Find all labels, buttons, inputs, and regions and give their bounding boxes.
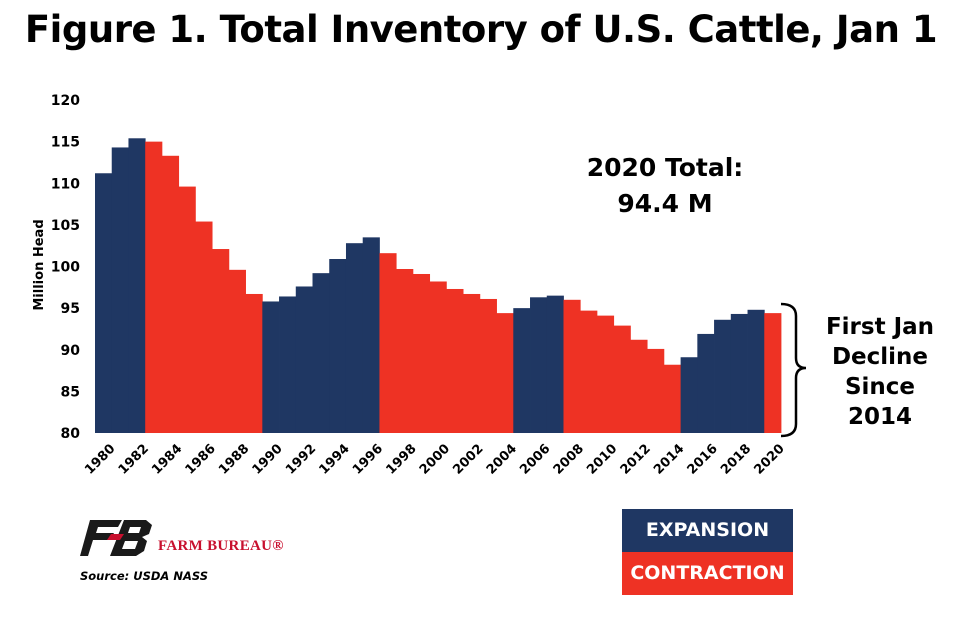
y-tick-label: 80	[61, 426, 81, 442]
x-axis-ticks: 1980198219841986198819901992199419961998…	[82, 441, 787, 477]
source-note: Source: USDA NASS	[80, 569, 209, 583]
y-axis-ticks: 80 85 90 95 100 105 110 115 120	[51, 93, 80, 442]
bar-2011	[613, 325, 631, 433]
decline-annotation-line2: Decline	[831, 344, 929, 370]
bar-1982	[128, 138, 146, 434]
x-tick-label: 1984	[149, 441, 185, 477]
brand-name: FARM BUREAU®	[158, 538, 284, 554]
x-tick-label: 2012	[618, 441, 654, 477]
bar-1999	[412, 273, 431, 433]
x-tick-label: 1980	[82, 441, 118, 477]
x-tick-label: 2020	[752, 441, 788, 477]
bar-1990	[262, 301, 280, 433]
bars	[95, 138, 782, 434]
x-tick-label: 2016	[685, 441, 721, 477]
y-tick-label: 115	[51, 135, 80, 151]
bar-1997	[379, 253, 397, 433]
chart-title: Figure 1. Total Inventory of U.S. Cattle…	[24, 8, 938, 51]
y-tick-label: 120	[51, 93, 80, 109]
x-tick-label: 2000	[417, 441, 453, 477]
bar-1996	[362, 237, 380, 433]
total-annotation: 2020 Total: 94.4 M	[560, 150, 770, 222]
x-tick-label: 1996	[350, 441, 386, 477]
bar-2019	[747, 309, 765, 433]
x-tick-label: 1994	[317, 441, 353, 477]
x-tick-label: 1990	[250, 441, 286, 477]
bar-1981	[111, 147, 129, 433]
bar-1983	[145, 141, 163, 434]
x-tick-label: 2002	[450, 441, 486, 477]
bar-1991	[279, 296, 297, 433]
farm-bureau-logo-icon	[80, 520, 152, 556]
bar-2018	[730, 313, 748, 433]
bar-2017	[714, 319, 732, 433]
x-tick-label: 2010	[584, 441, 620, 477]
x-tick-label: 1992	[283, 441, 319, 477]
bar-1992	[295, 286, 313, 433]
decline-annotation-line1: First Jan	[825, 314, 935, 340]
x-tick-label: 1982	[116, 441, 152, 477]
bar-2016	[697, 333, 715, 433]
bar-2001	[446, 288, 464, 433]
decline-annotation-line4: 2014	[847, 404, 912, 430]
bar-2010	[596, 315, 615, 433]
bar-2020	[764, 313, 782, 433]
y-tick-label: 100	[51, 260, 80, 276]
legend-expansion: EXPANSION	[622, 509, 793, 552]
bar-1993	[312, 273, 330, 433]
x-tick-label: 2006	[517, 441, 553, 477]
bar-2008	[563, 299, 581, 433]
bar-2003	[479, 298, 497, 433]
x-tick-label: 1986	[183, 441, 219, 477]
y-axis-label: Million Head	[32, 219, 47, 310]
x-tick-label: 2014	[651, 441, 687, 477]
legend-contraction: CONTRACTION	[622, 552, 793, 595]
bar-1980	[95, 173, 113, 433]
decline-annotation: First Jan Decline Since 2014	[806, 312, 954, 432]
y-tick-label: 110	[51, 176, 80, 192]
bar-2007	[546, 295, 564, 433]
bar-1985	[178, 186, 196, 433]
bar-2014	[663, 364, 682, 433]
bar-2000	[429, 281, 447, 433]
y-tick-label: 105	[51, 218, 80, 234]
bar-2015	[680, 357, 698, 433]
decline-annotation-line3: Since	[844, 374, 916, 400]
bar-2002	[463, 293, 481, 433]
bar-1989	[245, 293, 263, 433]
x-tick-label: 2018	[718, 441, 754, 477]
y-tick-label: 85	[61, 384, 80, 400]
total-annotation-line1: 2020 Total:	[586, 153, 744, 182]
y-tick-label: 90	[61, 343, 81, 359]
x-tick-label: 1988	[216, 441, 252, 477]
bar-1994	[329, 259, 347, 433]
bar-1998	[396, 269, 414, 433]
bar-1986	[195, 221, 213, 433]
bar-2005	[513, 308, 531, 434]
bar-2012	[630, 339, 648, 433]
bar-1995	[345, 243, 364, 433]
bracket-icon	[780, 302, 807, 438]
x-tick-label: 2004	[484, 441, 520, 477]
bar-2013	[647, 348, 665, 433]
bar-1987	[212, 249, 230, 433]
x-tick-label: 2008	[551, 441, 587, 477]
bar-1988	[228, 269, 246, 433]
x-tick-label: 1998	[383, 441, 419, 477]
bar-1984	[161, 155, 180, 433]
bar-2004	[496, 313, 514, 433]
y-tick-label: 95	[61, 301, 80, 317]
bar-2009	[580, 310, 598, 433]
bar-2006	[530, 297, 548, 433]
total-annotation-line2: 94.4 M	[617, 189, 713, 218]
